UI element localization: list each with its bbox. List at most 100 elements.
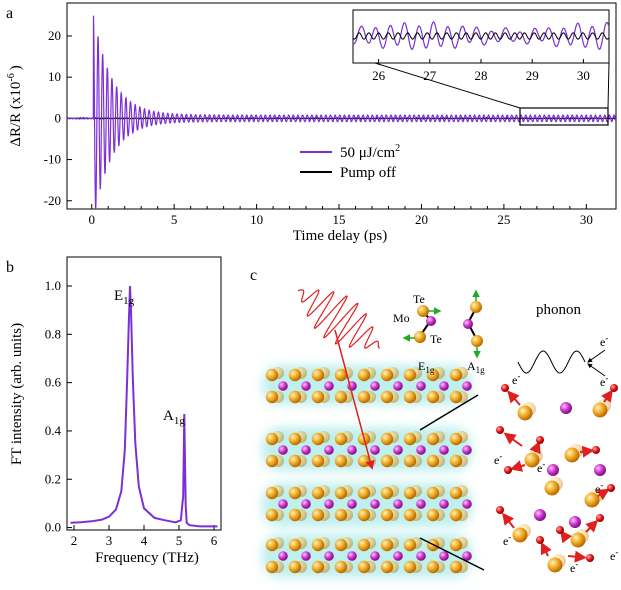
trace-pump-on [66, 15, 617, 210]
x-tick-label: 5 [171, 212, 178, 227]
y-tick-label: -20 [44, 193, 61, 208]
te-atom [334, 560, 348, 574]
panel-b-ylabel: FT intensity (arb. units) [9, 323, 25, 465]
x-tick-label: 6 [211, 533, 218, 548]
te-atom [265, 454, 279, 468]
a1g-mo [463, 319, 473, 329]
te-atom [380, 432, 394, 446]
te-atom [426, 560, 440, 574]
mo-atom [439, 381, 449, 391]
electron [536, 436, 544, 444]
te-atom [570, 532, 586, 548]
electron [556, 526, 564, 534]
te-atom [334, 368, 348, 382]
x-tick-label: 2 [71, 533, 78, 548]
mo-atom [278, 445, 288, 455]
mo-atom [324, 499, 334, 509]
electron [496, 506, 504, 514]
mo-atom [416, 499, 426, 509]
te-atom [426, 390, 440, 404]
label-phonon: phonon [536, 302, 582, 318]
label-te-top: Te [413, 292, 425, 306]
te-atom [334, 454, 348, 468]
mo-atom [278, 381, 288, 391]
te-atom [426, 508, 440, 522]
x-tick-label: 15 [333, 212, 346, 227]
te-atom [403, 454, 417, 468]
te-atom [334, 432, 348, 446]
inset-trace-pump-on [352, 21, 610, 51]
panel-b-axes: 2 3 4 5 6 0.0 0.2 0.4 0.6 0.8 1.0 [45, 278, 218, 548]
mo-atom [547, 464, 559, 476]
pulse-arrow [334, 329, 375, 470]
panel-b-spectrum [70, 285, 218, 528]
electron [536, 536, 544, 544]
e1g-te-bottom [414, 331, 426, 343]
te-atom [380, 390, 394, 404]
te-atom [334, 390, 348, 404]
te-atom [547, 557, 563, 573]
panel-b-frame [66, 256, 222, 531]
x-tick-label: 0 [88, 212, 95, 227]
te-atom [311, 560, 325, 574]
mo-atom [301, 445, 311, 455]
te-atom [544, 480, 560, 496]
electron-label: e- [494, 451, 502, 467]
panel-a-frame [66, 2, 617, 210]
scatter-arrow [507, 390, 521, 406]
electron-label: e- [537, 459, 545, 475]
mo-atom [301, 381, 311, 391]
electron [504, 466, 512, 474]
e1g-te-top [417, 305, 429, 317]
mo-atom [439, 551, 449, 561]
te-atom [449, 432, 463, 446]
mo-atom [370, 445, 380, 455]
light-pulse [297, 289, 380, 349]
label-mo: Mo [393, 311, 410, 325]
mo-atom [278, 499, 288, 509]
te-atom [449, 368, 463, 382]
mo-atom [370, 499, 380, 509]
label-e1g-mode: E1g [418, 359, 435, 375]
inset-x-tick-label: 26 [372, 68, 386, 83]
mo-atom [324, 381, 334, 391]
electron-label: e- [512, 371, 520, 387]
te-atom [357, 390, 371, 404]
inset-trace-pump-off [352, 32, 609, 40]
te-atom [311, 390, 325, 404]
panel-a: a 0 5 10 15 20 25 30 -20 -10 0 10 20 ΔR/R (x10-6) T… [6, 2, 617, 244]
te-atom [426, 432, 440, 446]
mo-atom [393, 551, 403, 561]
x-tick-label: 10 [250, 212, 263, 227]
te-atom [380, 486, 394, 500]
te-atom [288, 432, 302, 446]
inset-axes: 26 27 28 29 30 [372, 59, 590, 83]
cut-line-bottom [419, 537, 485, 571]
te-atom [380, 560, 394, 574]
cut-line-top [419, 394, 479, 431]
te-atom [512, 527, 528, 543]
te-atom [403, 560, 417, 574]
te-atom [311, 454, 325, 468]
te-atom [265, 560, 279, 574]
te-atom [288, 454, 302, 468]
y-tick-label: 10 [48, 69, 61, 84]
scatter-arrow [585, 519, 599, 533]
mo-atom [370, 551, 380, 561]
a1g-te-bottom [471, 335, 483, 347]
te-atom [403, 486, 417, 500]
mo-atom [416, 551, 426, 561]
electron [586, 554, 594, 562]
te-atom [357, 560, 371, 574]
annotation-e1g: E1g [114, 288, 135, 307]
phonon-wave: phonon e- e- [517, 302, 608, 389]
mo-atom [439, 499, 449, 509]
te-atom [288, 486, 302, 500]
scatter-arrow [540, 541, 552, 557]
te-atom [311, 486, 325, 500]
te-atom [449, 538, 463, 552]
panel-c-label: c [250, 267, 257, 284]
mo-atom [324, 551, 334, 561]
scatter-arrow [567, 550, 587, 563]
electron [607, 484, 615, 492]
